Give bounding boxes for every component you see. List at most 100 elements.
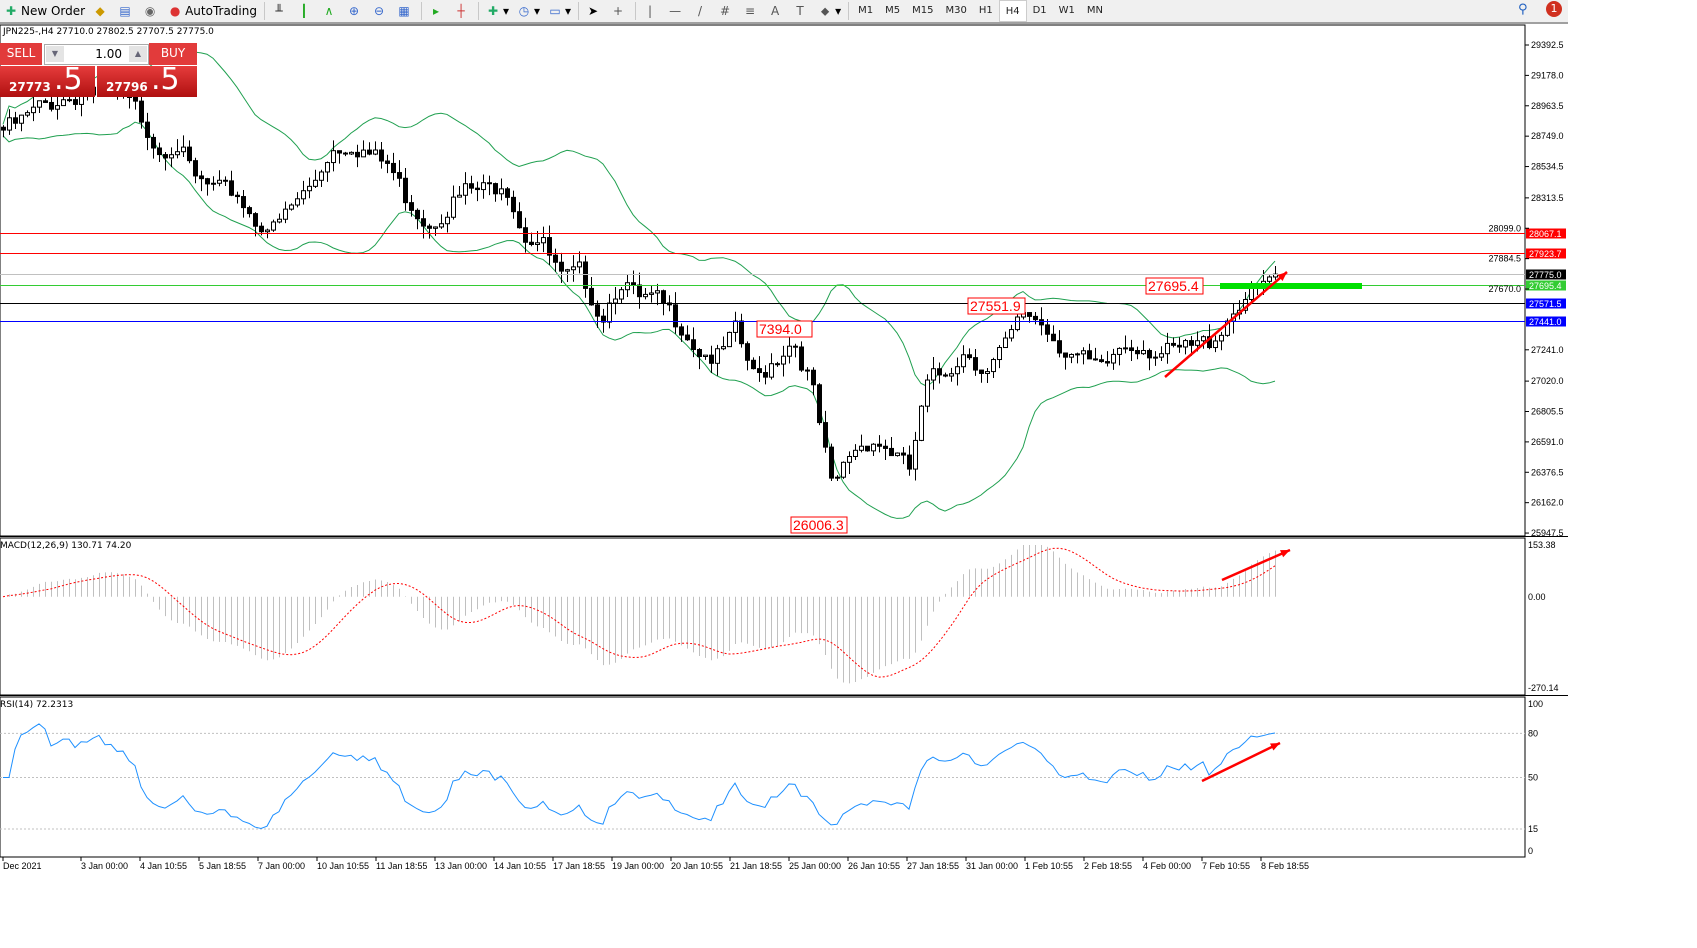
candle	[1159, 346, 1164, 362]
timeframe-m1[interactable]: M1	[858, 4, 874, 16]
timeframe-w1[interactable]: W1	[1058, 4, 1075, 16]
channel-icon: #	[720, 4, 731, 18]
candle-body	[661, 290, 666, 304]
candle	[961, 345, 966, 373]
candle	[1123, 335, 1128, 354]
candle-body	[697, 349, 702, 357]
candle	[1057, 330, 1062, 358]
x-tick-label: 26 Jan 10:55	[848, 861, 900, 871]
navigator-button[interactable]: ◆	[89, 1, 114, 21]
tile-windows-button[interactable]: ▦	[393, 1, 418, 21]
buy-button[interactable]: BUY	[149, 43, 197, 65]
x-tick-label: 7 Jan 00:00	[258, 861, 305, 871]
candle	[493, 182, 498, 202]
candle	[1099, 354, 1104, 363]
timeframe-m15[interactable]: M15	[912, 4, 934, 16]
rsi-y-tick-label: 0	[1528, 846, 1533, 856]
search-icon[interactable]: ⚲	[1518, 2, 1528, 17]
candle-body	[49, 101, 54, 110]
autotrading-icon: ●	[169, 4, 181, 18]
auto-scroll-button[interactable]: ▸	[425, 1, 450, 21]
timeframe-m30[interactable]: M30	[945, 4, 967, 16]
bar-chart-button[interactable]: ╨	[268, 1, 293, 21]
templates-button[interactable]: ▭ ▾	[549, 4, 572, 18]
candle	[697, 348, 702, 370]
candle	[409, 195, 414, 217]
candle	[325, 161, 330, 182]
timeframe-d1[interactable]: D1	[1032, 4, 1047, 16]
candle-body	[277, 218, 282, 223]
candle	[1, 125, 6, 138]
new-order-button[interactable]: ✚ New Order	[5, 4, 86, 18]
candle-body	[1117, 347, 1122, 355]
candle	[19, 114, 24, 132]
candle	[289, 203, 294, 211]
y-tick-label: 28313.5	[1531, 193, 1564, 203]
increase-lot-button[interactable]: ▲	[129, 46, 147, 62]
candle-body	[505, 188, 510, 198]
arrows-button[interactable]: ⬥ ▾	[814, 1, 845, 21]
x-tick-label: 21 Jan 18:55	[730, 861, 782, 871]
periods-button[interactable]: ◷ ▾	[518, 4, 541, 18]
candle	[397, 160, 402, 187]
candle-body	[1003, 337, 1008, 349]
candle-body	[439, 223, 444, 228]
decrease-lot-button[interactable]: ▼	[46, 46, 64, 62]
line-chart-button[interactable]: ∧	[318, 1, 343, 21]
x-tick-label: Dec 2021	[3, 861, 42, 871]
timeframe-m5[interactable]: M5	[885, 4, 901, 16]
candle-body	[871, 443, 876, 452]
candle	[991, 357, 996, 378]
candle-body	[1153, 356, 1158, 359]
lot-size-input[interactable]: ▼ 1.00 ▲	[44, 44, 149, 65]
bid-price[interactable]: 27773.5	[0, 62, 95, 97]
x-tick-label: 14 Jan 10:55	[494, 861, 546, 871]
timeframe-h4[interactable]: H4	[998, 0, 1027, 22]
horizontal-line-button[interactable]: —	[664, 1, 689, 21]
candle-body	[1219, 334, 1224, 342]
candle-body	[1195, 340, 1200, 346]
candle-body	[781, 355, 786, 365]
candle-body	[1201, 336, 1206, 342]
trendline-button[interactable]: /	[689, 1, 714, 21]
candle	[1183, 338, 1188, 355]
indicators-button[interactable]: ✚ ▾	[487, 4, 510, 18]
chart-shift-button[interactable]: ┼	[450, 1, 475, 21]
candle-body	[205, 178, 210, 185]
zoom-out-button[interactable]: ⊖	[368, 1, 393, 21]
candle	[931, 356, 936, 390]
text-label-button[interactable]: T	[789, 1, 814, 21]
sell-button[interactable]: SELL	[0, 43, 42, 65]
candle-body	[973, 357, 978, 371]
candle-body	[895, 452, 900, 457]
signals-button[interactable]: ◉	[139, 1, 164, 21]
crosshair-button[interactable]: +	[607, 1, 632, 21]
timeframe-h1[interactable]: H1	[978, 4, 993, 16]
cursor-button[interactable]: ➤	[582, 1, 607, 21]
candle-body	[799, 346, 804, 371]
zoom-in-button[interactable]: ⊕	[343, 1, 368, 21]
notification-badge[interactable]: 1	[1546, 1, 1562, 17]
candle-body	[577, 261, 582, 268]
autotrading-button[interactable]: ● AutoTrading	[169, 4, 257, 18]
channel-button[interactable]: #	[714, 1, 739, 21]
vertical-line-button[interactable]: |	[639, 1, 664, 21]
candle-body	[1051, 333, 1056, 342]
candlestick-button[interactable]: ┃	[293, 1, 318, 21]
candle-body	[571, 266, 576, 271]
candle-body	[73, 99, 78, 105]
rsi-y-tick-label: 80	[1528, 728, 1538, 738]
candlestick-icon: ┃	[300, 4, 308, 18]
fibonacci-button[interactable]: ≡	[739, 1, 764, 21]
candle	[583, 255, 588, 298]
candle-body	[1213, 340, 1218, 349]
timeframe-mn[interactable]: MN	[1086, 4, 1104, 16]
terminal-button[interactable]: ▤	[114, 1, 139, 21]
candle	[505, 187, 510, 206]
ask-price[interactable]: 27796.5	[97, 62, 197, 97]
candle-body	[247, 207, 252, 215]
candle-body	[913, 439, 918, 470]
candle-body	[1009, 329, 1014, 339]
text-button[interactable]: A	[764, 1, 789, 21]
